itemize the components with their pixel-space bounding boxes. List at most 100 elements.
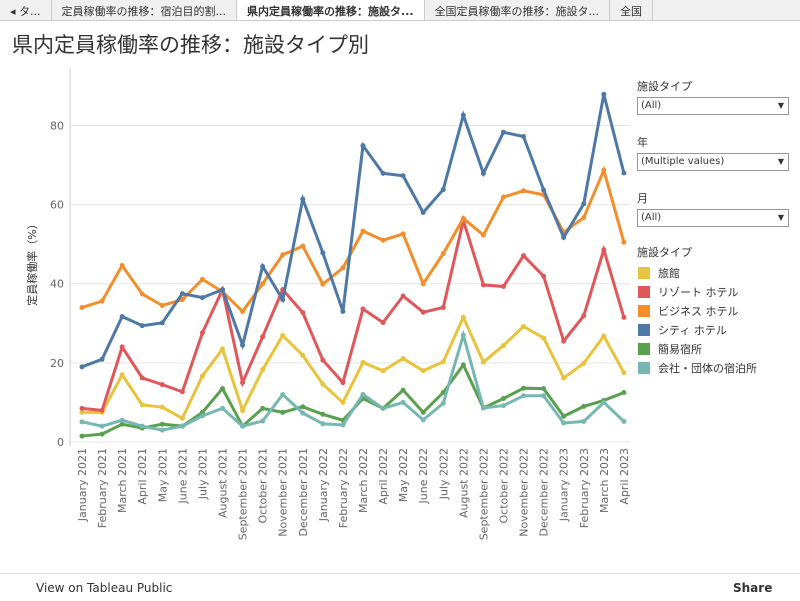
legend-label: 旅館 bbox=[658, 266, 680, 280]
y-tick-label: 40 bbox=[50, 278, 64, 291]
point bbox=[300, 310, 306, 316]
point bbox=[179, 423, 185, 429]
point bbox=[139, 375, 145, 381]
point bbox=[601, 247, 607, 253]
y-axis-label: 定員稼働率（%） bbox=[25, 218, 39, 305]
point bbox=[280, 297, 286, 303]
filter-dropdown[interactable]: (All) bbox=[637, 209, 789, 227]
point bbox=[380, 320, 386, 326]
point bbox=[119, 344, 125, 350]
point bbox=[320, 281, 326, 287]
point bbox=[159, 382, 165, 388]
point bbox=[219, 405, 225, 411]
filter: 施設タイプ (All) bbox=[637, 78, 789, 115]
point bbox=[521, 385, 527, 391]
share-button[interactable]: Share bbox=[733, 581, 773, 595]
tab[interactable]: 定員稼働率の推移：宿泊目的割... bbox=[52, 0, 238, 20]
legend-label: 会社・団体の宿泊所 bbox=[658, 361, 757, 375]
point bbox=[99, 423, 105, 429]
point bbox=[300, 196, 306, 202]
x-tick-label: September 2022 bbox=[477, 448, 490, 540]
point bbox=[219, 287, 225, 293]
point bbox=[320, 381, 326, 387]
tab[interactable]: 県内定員稼働率の推移：施設タ... bbox=[237, 0, 425, 20]
x-tick-label: April 2023 bbox=[618, 448, 631, 505]
filter-dropdown[interactable]: (Multiple values) bbox=[637, 153, 789, 171]
y-tick-label: 60 bbox=[50, 199, 64, 212]
point bbox=[159, 320, 165, 326]
series-line bbox=[81, 165, 626, 314]
x-tick-label: July 2021 bbox=[196, 448, 209, 500]
legend-swatch bbox=[638, 343, 650, 355]
point bbox=[79, 419, 85, 425]
point bbox=[320, 250, 326, 256]
point bbox=[199, 409, 205, 415]
x-tick-label: June 2022 bbox=[417, 448, 430, 504]
point bbox=[159, 404, 165, 410]
series-line bbox=[81, 214, 626, 412]
point bbox=[460, 112, 466, 118]
point bbox=[300, 410, 306, 416]
point bbox=[139, 402, 145, 408]
point bbox=[260, 367, 266, 373]
point bbox=[420, 417, 426, 423]
x-tick-label: October 2021 bbox=[257, 448, 270, 524]
point bbox=[199, 373, 205, 379]
x-tick-label: December 2021 bbox=[297, 448, 310, 537]
point bbox=[260, 281, 266, 287]
point bbox=[360, 228, 366, 234]
tab[interactable]: ◂ タ... bbox=[0, 0, 52, 20]
point bbox=[581, 418, 587, 424]
point bbox=[400, 387, 406, 393]
view-on-tableau[interactable]: View on Tableau Public bbox=[36, 581, 173, 595]
filter-dropdown[interactable]: (All) bbox=[637, 97, 789, 115]
x-tick-label: April 2022 bbox=[377, 448, 390, 505]
point bbox=[561, 420, 567, 426]
legend-swatch bbox=[638, 362, 650, 374]
point bbox=[541, 187, 547, 193]
point bbox=[280, 409, 286, 415]
x-tick-label: March 2021 bbox=[116, 448, 129, 513]
tab[interactable]: 全国 bbox=[610, 0, 654, 20]
point bbox=[621, 314, 627, 320]
point bbox=[79, 409, 85, 415]
point bbox=[521, 253, 527, 259]
point bbox=[621, 170, 627, 176]
point bbox=[240, 423, 246, 429]
y-tick-label: 20 bbox=[50, 357, 64, 370]
x-tick-label: October 2022 bbox=[497, 448, 510, 524]
point bbox=[99, 407, 105, 413]
series-line bbox=[82, 313, 626, 421]
point bbox=[400, 231, 406, 237]
point bbox=[420, 210, 426, 216]
x-tick-label: August 2022 bbox=[457, 448, 470, 518]
filter-label: 月 bbox=[637, 192, 648, 205]
point bbox=[119, 314, 125, 320]
point bbox=[380, 170, 386, 176]
point bbox=[260, 334, 266, 340]
point bbox=[621, 418, 627, 424]
point bbox=[500, 194, 506, 200]
x-tick-label: February 2021 bbox=[96, 448, 109, 528]
point bbox=[99, 431, 105, 437]
point bbox=[581, 313, 587, 319]
point bbox=[480, 232, 486, 238]
point bbox=[340, 308, 346, 314]
tab[interactable]: 全国定員稼働率の推移：施設タ... bbox=[425, 0, 611, 20]
point bbox=[480, 405, 486, 411]
filter: 年 (Multiple values) bbox=[637, 134, 789, 171]
point bbox=[260, 418, 266, 424]
point bbox=[340, 380, 346, 386]
x-tick-label: February 2022 bbox=[337, 448, 350, 528]
point bbox=[340, 265, 346, 271]
point bbox=[400, 173, 406, 179]
point bbox=[440, 304, 446, 310]
point bbox=[240, 380, 246, 386]
point bbox=[420, 281, 426, 287]
x-tick-label: March 2023 bbox=[598, 448, 611, 513]
point bbox=[260, 263, 266, 269]
point bbox=[280, 333, 286, 339]
point bbox=[440, 359, 446, 365]
point bbox=[460, 332, 466, 338]
